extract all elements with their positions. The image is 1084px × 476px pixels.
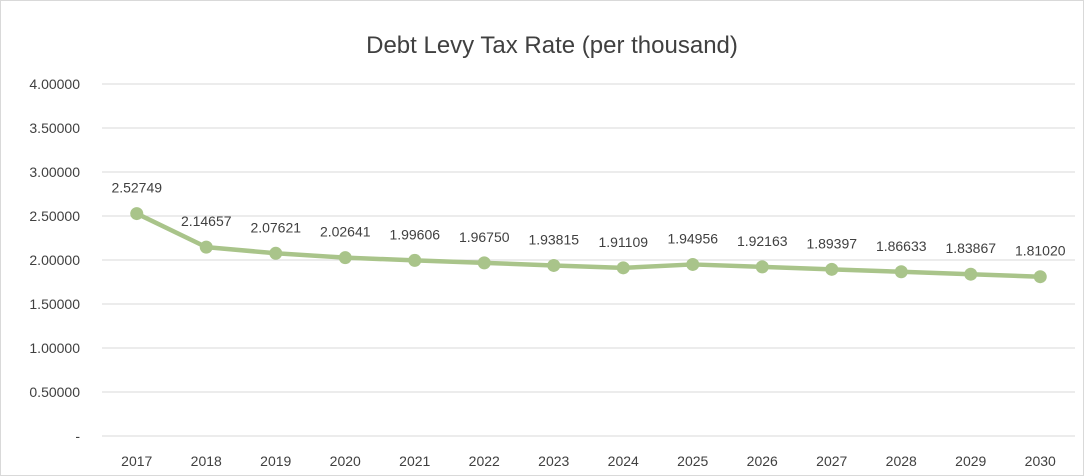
data-label: 1.91109 — [598, 234, 648, 250]
data-label: 1.94956 — [667, 230, 718, 246]
data-label: 2.14657 — [181, 213, 232, 229]
data-point — [616, 261, 630, 275]
data-point — [964, 267, 978, 281]
data-point — [477, 256, 491, 270]
data-label: 1.93815 — [528, 231, 579, 247]
x-tick-label: 2025 — [677, 453, 708, 469]
y-tick-label: 3.00000 — [29, 164, 80, 180]
data-label: 1.81020 — [1015, 243, 1066, 259]
data-label: 1.99606 — [389, 226, 440, 242]
x-tick-label: 2019 — [260, 453, 291, 469]
y-tick-label: 4.00000 — [29, 76, 80, 92]
x-tick-label: 2024 — [608, 453, 639, 469]
x-axis-tick-labels: 2017 2018 2019 2020 2021 2022 2023 2024 2025 2026… — [121, 453, 1056, 469]
x-tick-label: 2026 — [747, 453, 778, 469]
data-labels: 2.52749 2.14657 2.07621 2.02641 1.99606 1.967… — [111, 180, 1065, 259]
data-point — [130, 207, 144, 221]
x-tick-label: 2023 — [538, 453, 569, 469]
data-label: 1.92163 — [737, 233, 788, 249]
data-label: 2.52749 — [111, 180, 162, 196]
gridlines — [102, 83, 1075, 437]
y-tick-label: 1.00000 — [29, 340, 80, 356]
data-label: 1.89397 — [806, 235, 857, 251]
series-line — [134, 211, 1043, 279]
data-label: 2.02641 — [320, 224, 371, 240]
data-point — [1033, 270, 1047, 284]
y-tick-label: 2.50000 — [29, 208, 80, 224]
y-tick-label: 0.50000 — [29, 384, 80, 400]
x-tick-label: 2028 — [886, 453, 917, 469]
data-label: 2.07621 — [250, 219, 301, 235]
y-tick-label: 3.50000 — [29, 120, 80, 136]
data-label: 1.96750 — [459, 229, 510, 245]
data-point — [269, 246, 283, 260]
data-point — [825, 262, 839, 276]
x-tick-label: 2027 — [816, 453, 847, 469]
x-tick-label: 2030 — [1025, 453, 1056, 469]
data-point — [894, 265, 908, 279]
data-point — [686, 257, 700, 271]
x-tick-label: 2022 — [469, 453, 500, 469]
x-tick-label: 2017 — [121, 453, 152, 469]
x-tick-label: 2018 — [191, 453, 222, 469]
data-point — [547, 258, 561, 272]
x-tick-label: 2021 — [399, 453, 430, 469]
y-tick-label: 1.50000 — [29, 296, 80, 312]
chart-title: Debt Levy Tax Rate (per thousand) — [366, 32, 738, 59]
x-tick-label: 2020 — [330, 453, 361, 469]
y-axis-tick-labels: - 0.50000 1.00000 1.50000 2.00000 2.50000 3.00… — [29, 76, 80, 444]
series — [130, 207, 1047, 284]
y-tick-label: 2.00000 — [29, 252, 80, 268]
x-tick-label: 2029 — [955, 453, 986, 469]
data-point — [199, 240, 213, 254]
data-label: 1.86633 — [876, 238, 927, 254]
data-label: 1.83867 — [945, 240, 996, 256]
y-tick-label: - — [75, 428, 80, 444]
data-point — [408, 253, 422, 267]
data-point — [338, 251, 352, 265]
data-point — [755, 260, 769, 274]
